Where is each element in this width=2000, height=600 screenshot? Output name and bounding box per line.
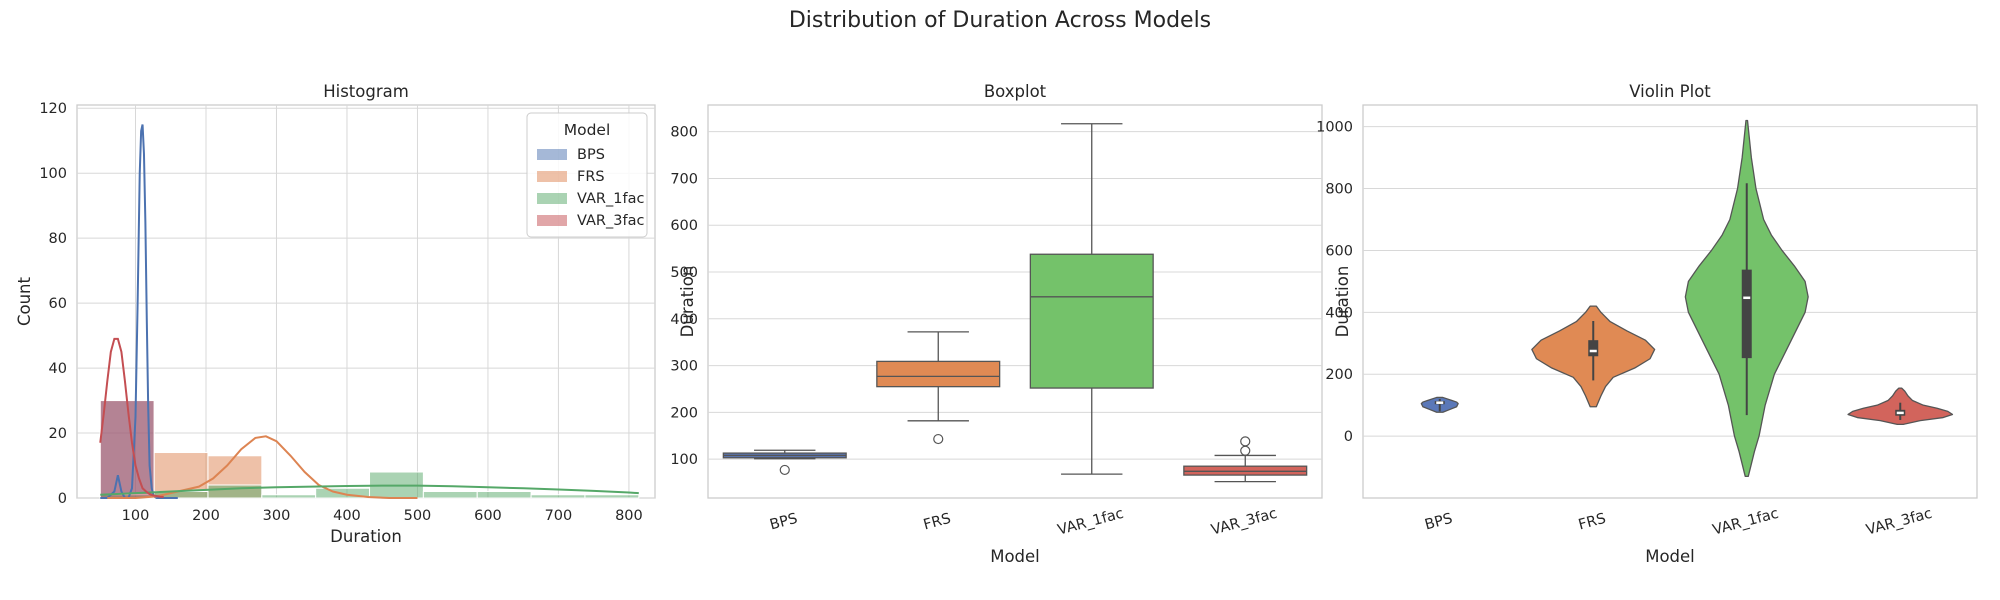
- x-tick-label: BPS: [1423, 511, 1454, 534]
- y-tick-label: 60: [49, 296, 67, 312]
- y-tick-label: 600: [670, 218, 698, 234]
- legend-label: VAR_3fac: [577, 213, 644, 229]
- x-tick-label: 800: [615, 508, 643, 524]
- kde-line-VAR_3fac: [99, 337, 164, 499]
- x-tick-label: 700: [545, 508, 573, 524]
- panel-title: Boxplot: [984, 82, 1047, 101]
- outlier-point: [1240, 436, 1251, 447]
- x-tick-label: VAR_3fac: [1210, 506, 1279, 539]
- hist-bar-VAR_1fac: [422, 491, 478, 499]
- y-axis-label: Duration: [1333, 266, 1352, 338]
- box-FRS: [876, 360, 1001, 388]
- legend-box: [526, 112, 648, 238]
- y-tick-label: 0: [58, 491, 67, 507]
- x-tick-label: VAR_3fac: [1865, 506, 1934, 539]
- hist-bar-VAR_1fac: [530, 494, 586, 499]
- legend-swatch-VAR_1fac: [537, 193, 567, 204]
- outlier-point: [933, 433, 944, 445]
- y-tick-label: 80: [49, 231, 67, 247]
- x-tick-label: FRS: [922, 511, 953, 534]
- legend-label: BPS: [577, 147, 605, 163]
- legend-label: VAR_1fac: [577, 191, 644, 207]
- box-VAR_3fac: [1183, 465, 1308, 476]
- y-tick-label: 400: [1325, 305, 1353, 321]
- x-axis-label: Model: [1645, 547, 1695, 566]
- plot-area-frame: [1362, 104, 1978, 499]
- y-tick-label: 1000: [1316, 120, 1353, 136]
- x-tick-label: 500: [404, 508, 432, 524]
- x-tick-label: 200: [192, 508, 220, 524]
- hist-bar-VAR_1fac: [584, 494, 640, 499]
- x-tick-label: VAR_1fac: [1056, 506, 1125, 539]
- box-VAR_1fac: [1029, 253, 1154, 389]
- x-tick-label: VAR_1fac: [1711, 506, 1780, 539]
- y-tick-label: 120: [39, 101, 67, 117]
- y-tick-label: 100: [670, 452, 698, 468]
- x-tick-label: 100: [122, 508, 150, 524]
- y-tick-label: 200: [670, 405, 698, 421]
- panel-title: Histogram: [323, 82, 409, 101]
- hist-bar-VAR_3fac: [99, 400, 155, 499]
- y-axis-label: Count: [15, 276, 34, 326]
- y-tick-label: 800: [670, 125, 698, 141]
- figure-title: Distribution of Duration Across Models: [788, 8, 1212, 33]
- y-tick-label: 100: [39, 166, 67, 182]
- y-tick-label: 800: [1325, 182, 1353, 198]
- y-tick-label: 200: [1325, 367, 1353, 383]
- kde-line-VAR_1fac: [100, 484, 639, 496]
- x-axis-label: Model: [990, 547, 1040, 566]
- y-tick-label: 0: [1344, 429, 1353, 445]
- y-tick-label: 40: [49, 361, 67, 377]
- y-tick-label: 400: [670, 312, 698, 328]
- hist-bar-VAR_1fac: [476, 491, 532, 499]
- x-tick-label: 600: [474, 508, 502, 524]
- legend-label: FRS: [577, 169, 605, 185]
- y-axis-label: Duration: [678, 266, 697, 338]
- outlier-point: [779, 464, 790, 476]
- y-tick-label: 20: [49, 426, 67, 442]
- legend-swatch-BPS: [537, 149, 567, 160]
- x-tick-label: 400: [333, 508, 361, 524]
- hist-bar-VAR_1fac: [261, 494, 317, 499]
- y-tick-label: 700: [670, 171, 698, 187]
- legend-swatch-FRS: [537, 171, 567, 182]
- panel-title: Violin Plot: [1629, 82, 1711, 101]
- x-tick-label: BPS: [768, 511, 799, 534]
- violin-iqr-box: [1588, 340, 1599, 357]
- x-tick-label: FRS: [1577, 511, 1608, 534]
- y-tick-label: 300: [670, 359, 698, 375]
- y-tick-label: 600: [1325, 243, 1353, 259]
- y-tick-label: 500: [670, 265, 698, 281]
- x-tick-label: 300: [263, 508, 291, 524]
- plot-area-frame: [707, 104, 1323, 499]
- legend-swatch-VAR_3fac: [537, 215, 567, 226]
- violin-iqr-box: [1741, 269, 1752, 359]
- x-axis-label: Duration: [330, 527, 402, 546]
- legend-title: Model: [564, 121, 611, 139]
